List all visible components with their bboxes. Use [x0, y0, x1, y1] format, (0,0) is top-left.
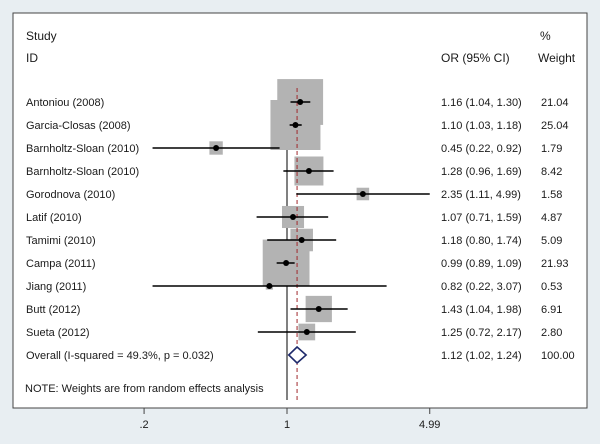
note-text: NOTE: Weights are from random effects an… [25, 383, 264, 395]
point-estimate [315, 306, 322, 312]
study-or-ci: 1.43 (1.04, 1.98) [441, 304, 522, 316]
point-estimate [290, 214, 297, 220]
study-label: Butt (2012) [26, 304, 80, 316]
x-tick-label: 1 [284, 419, 290, 431]
study-or-ci: 2.35 (1.11, 4.99) [441, 189, 521, 201]
study-label: Campa (2011) [26, 258, 96, 270]
x-tick-label: .2 [139, 419, 148, 431]
study-weight: 2.80 [541, 327, 562, 339]
study-or-ci: 1.25 (0.72, 2.17) [441, 327, 522, 339]
point-estimate [297, 99, 304, 105]
point-estimate [305, 168, 312, 174]
point-estimate [298, 237, 305, 243]
study-or-ci: 0.45 (0.22, 0.92) [441, 143, 522, 155]
study-weight: 8.42 [541, 166, 562, 178]
header-id: ID [26, 51, 38, 65]
overall-or-ci: 1.12 (1.02, 1.24) [441, 350, 522, 362]
study-weight: 4.87 [541, 212, 562, 224]
overall-diamond [287, 345, 308, 365]
study-label: Barnholtz-Sloan (2010) [26, 166, 139, 178]
study-or-ci: 1.16 (1.04, 1.30) [441, 97, 522, 109]
study-label: Latif (2010) [26, 212, 82, 224]
study-weight: 6.91 [541, 304, 562, 316]
study-weight: 1.79 [541, 143, 562, 155]
study-label: Sueta (2012) [26, 327, 90, 339]
x-tick-label: 4.99 [419, 419, 440, 431]
study-label: Antoniou (2008) [26, 97, 104, 109]
point-estimate [266, 283, 273, 289]
point-estimate [303, 329, 310, 335]
plot-marks [152, 79, 430, 400]
point-estimate [359, 191, 366, 197]
study-label: Garcia-Closas (2008) [26, 120, 131, 132]
study-label: Barnholtz-Sloan (2010) [26, 143, 139, 155]
study-label: Jiang (2011) [26, 281, 86, 293]
header-percent: % [540, 29, 551, 43]
study-or-ci: 1.28 (0.96, 1.69) [441, 166, 522, 178]
overall-weight: 100.00 [541, 350, 575, 362]
study-or-ci: 1.10 (1.03, 1.18) [441, 120, 522, 132]
header-weight: Weight [538, 51, 576, 65]
point-estimate [283, 260, 290, 266]
header-study: Study [26, 29, 57, 43]
study-or-ci: 0.99 (0.89, 1.09) [441, 258, 522, 270]
x-axis-ticks: .2 1 4.99 [139, 408, 440, 431]
header-or-ci: OR (95% CI) [441, 51, 510, 65]
study-weight: 5.09 [541, 235, 562, 247]
study-weight: 25.04 [541, 120, 569, 132]
study-or-ci: 1.07 (0.71, 1.59) [441, 212, 522, 224]
study-label: Gorodnova (2010) [26, 189, 115, 201]
study-weight: 1.58 [541, 189, 562, 201]
study-or-ci: 1.18 (0.80, 1.74) [441, 235, 522, 247]
overall-label: Overall (I-squared = 49.3%, p = 0.032) [26, 350, 214, 362]
study-rows: Antoniou (2008) 1.16 (1.04, 1.30) 21.04 Gar… [26, 97, 575, 362]
study-or-ci: 0.82 (0.22, 3.07) [441, 281, 522, 293]
study-weight: 0.53 [541, 281, 562, 293]
point-estimate [213, 145, 220, 151]
study-label: Tamimi (2010) [26, 235, 96, 247]
study-weight: 21.93 [541, 258, 569, 270]
study-weight: 21.04 [541, 97, 569, 109]
point-estimate [292, 122, 299, 128]
